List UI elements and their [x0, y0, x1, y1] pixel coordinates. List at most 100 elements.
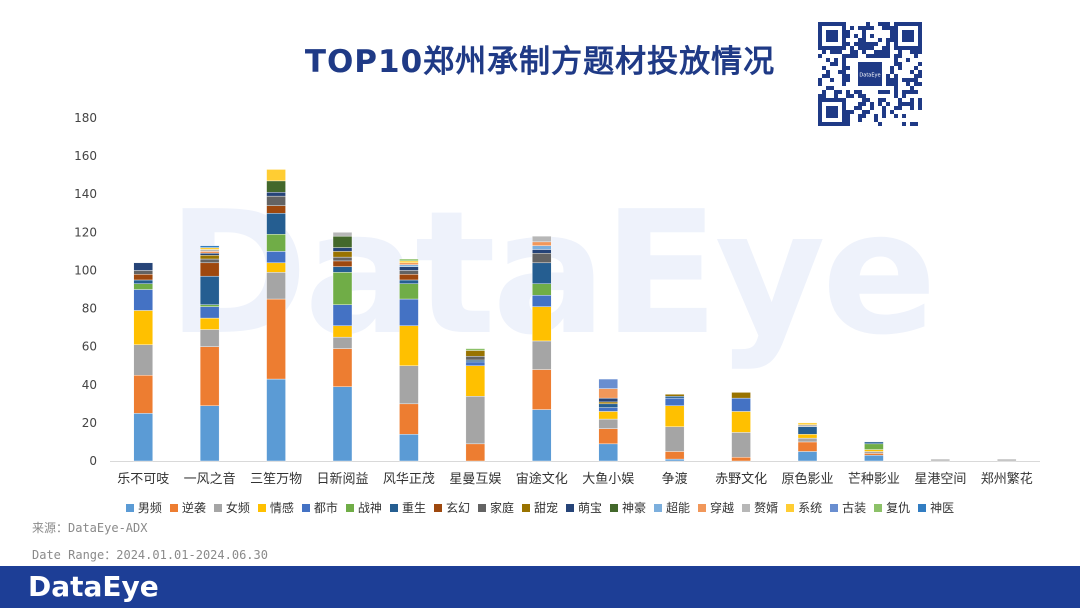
- legend-label: 家庭: [489, 501, 514, 515]
- legend-label: 玄幻: [445, 501, 470, 515]
- legend-item: 赘婿: [742, 499, 778, 516]
- bar-segment: [199, 329, 220, 347]
- bar-segment: [664, 405, 685, 427]
- bar-segment: [664, 394, 685, 397]
- legend-item: 复仇: [874, 499, 910, 516]
- bar-segment: [598, 388, 618, 399]
- bar-segment: [797, 441, 818, 452]
- bar-segment: [266, 205, 286, 214]
- bar-segment: [664, 396, 685, 399]
- legend-swatch: [213, 503, 222, 512]
- legend-label: 古装: [842, 501, 867, 515]
- bar-segment: [465, 348, 486, 351]
- bar-segment: [864, 451, 884, 454]
- legend-item: 男频: [125, 499, 162, 516]
- qr-logo-text: DataEye: [859, 73, 880, 79]
- x-category-label: 日新阅益: [316, 471, 368, 487]
- x-category-label: 宙途文化: [516, 471, 568, 487]
- bar-segment: [532, 241, 552, 246]
- legend-label: 穿越: [710, 501, 735, 515]
- legend-label: 神医: [930, 501, 955, 515]
- bar-segment: [731, 397, 751, 412]
- x-category-label: 星曼互娱: [449, 472, 501, 487]
- bar-segment: [133, 289, 153, 311]
- bar-segment: [332, 325, 353, 338]
- bar-segment: [399, 258, 419, 262]
- bar-segment: [332, 266, 353, 273]
- bar-segment: [399, 434, 419, 462]
- bar-segment: [399, 260, 419, 264]
- bar-segment: [199, 306, 220, 319]
- bar-segment: [332, 304, 353, 326]
- legend-label: 战神: [357, 501, 382, 515]
- bar-segment: [598, 428, 618, 445]
- bar-segment: [532, 249, 552, 254]
- bar-segment: [864, 441, 884, 445]
- bar-segment: [266, 272, 286, 300]
- legend-item: 甜宠: [521, 499, 558, 516]
- bar-segment: [332, 232, 353, 237]
- legend-swatch: [389, 503, 398, 512]
- bar-segment: [332, 256, 353, 262]
- bar-segment: [399, 279, 419, 284]
- bar-segment: [532, 340, 552, 370]
- bar-segment: [797, 451, 818, 462]
- bar-segment: [199, 247, 220, 250]
- bar-segment: [266, 251, 286, 264]
- x-category-label: 郑州繁花: [981, 471, 1033, 487]
- y-tick-label: 120: [74, 225, 97, 239]
- bar-segment: [598, 407, 618, 412]
- page-title: TOP10郑州承制方题材投放情况: [304, 44, 776, 80]
- x-category-label: 争渡: [662, 471, 688, 487]
- bar-segment: [332, 348, 353, 387]
- bar-segment: [465, 443, 486, 462]
- bar-segment: [864, 453, 884, 456]
- bar-segment: [199, 258, 220, 264]
- legend-item: 神豪: [610, 499, 646, 516]
- legend-label: 男频: [137, 501, 162, 515]
- bar-segment: [465, 396, 486, 445]
- legend-label: 女频: [225, 501, 250, 515]
- legend-label: 萌宝: [578, 501, 603, 515]
- legend-swatch: [698, 503, 707, 512]
- legend-swatch: [345, 503, 354, 512]
- bar-segment: [797, 424, 818, 427]
- bar-segment: [598, 401, 618, 405]
- bar-segment: [532, 283, 552, 296]
- legend-item: 逆袭: [169, 499, 206, 516]
- x-category-label: 芒种影业: [848, 471, 900, 487]
- date-range-note: Date Range：2024.01.01-2024.06.30: [32, 548, 268, 562]
- legend-swatch: [433, 503, 442, 512]
- bar-segment: [133, 344, 153, 376]
- legend-swatch: [301, 503, 310, 512]
- bar-segment: [598, 378, 618, 389]
- legend-item: 女频: [213, 499, 250, 516]
- legend-item: 战神: [345, 499, 382, 516]
- legend-swatch: [477, 503, 486, 512]
- x-category-label: 大鱼小娱: [582, 471, 634, 487]
- x-category-label: 三笙万物: [250, 471, 302, 487]
- x-category-label: 赤野文化: [715, 472, 767, 487]
- bar-segment: [532, 369, 552, 410]
- legend-swatch: [610, 503, 619, 512]
- y-tick-label: 180: [74, 111, 97, 125]
- bar-segment: [199, 251, 220, 254]
- legend-swatch: [654, 503, 663, 512]
- legend-label: 甜宠: [533, 501, 558, 515]
- bar-segment: [399, 403, 419, 435]
- bar-segment: [399, 274, 419, 281]
- legend-label: 都市: [313, 501, 338, 515]
- bar-segment: [532, 295, 552, 307]
- bar-segment: [664, 458, 685, 462]
- legend-item: 玄幻: [433, 499, 470, 516]
- bar-segment: [332, 272, 353, 305]
- bar-segment: [399, 325, 419, 366]
- legend-swatch: [257, 503, 266, 512]
- y-tick-label: 100: [74, 263, 97, 277]
- bar-segment: [199, 317, 220, 330]
- footer-logo: DataEye: [28, 570, 159, 603]
- bar-segment: [598, 443, 618, 462]
- source-note: 来源：DataEye-ADX: [32, 521, 148, 535]
- bar-segment: [399, 270, 419, 275]
- x-category-label: 乐不可吱: [117, 472, 169, 487]
